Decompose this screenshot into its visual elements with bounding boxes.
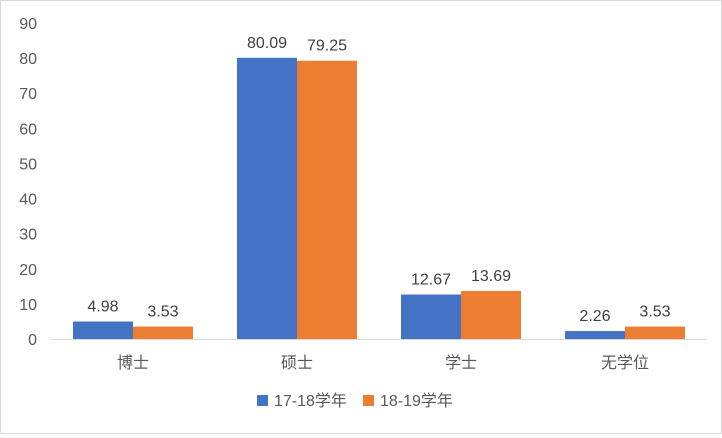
y-tick-label: 10 — [19, 297, 37, 314]
bar-series1 — [565, 331, 625, 339]
bar-series2 — [297, 60, 357, 339]
y-tick-label: 70 — [19, 86, 37, 103]
bar-series — [73, 57, 685, 340]
x-category-label: 博士 — [117, 354, 149, 372]
data-labels: 4.98 3.53 80.09 79.25 12.67 13.69 2.26 3.53 — [87, 35, 670, 325]
y-tick-label: 90 — [19, 16, 37, 33]
bar-value-label: 80.09 — [247, 35, 287, 52]
bar-value-label: 4.98 — [87, 299, 118, 316]
x-category-label: 学士 — [445, 354, 477, 372]
legend-swatch — [363, 395, 374, 406]
bar-series1 — [73, 321, 133, 339]
y-tick-label: 30 — [19, 227, 37, 244]
bar-series2 — [625, 326, 685, 339]
bar-series1 — [237, 57, 297, 340]
legend-label: 18-19学年 — [380, 392, 453, 410]
y-tick-label: 0 — [28, 332, 37, 349]
y-tick-label: 20 — [19, 262, 37, 279]
legend-swatch — [257, 395, 268, 406]
x-axis-categories: 博士 硕士 学士 无学位 — [117, 354, 649, 372]
bar-value-label: 3.53 — [639, 304, 670, 321]
bar-value-label: 12.67 — [411, 272, 451, 289]
bar-series2 — [133, 326, 193, 339]
y-axis-ticks: 0 10 20 30 40 50 60 70 80 90 — [19, 16, 37, 349]
legend: 17-18学年 18-19学年 — [257, 392, 453, 410]
bar-value-label: 2.26 — [579, 308, 610, 325]
y-tick-label: 60 — [19, 121, 37, 138]
y-tick-label: 50 — [19, 156, 37, 173]
legend-label: 17-18学年 — [274, 392, 347, 410]
bar-series1 — [401, 294, 461, 339]
bar-series2 — [461, 290, 521, 339]
x-category-label: 无学位 — [601, 354, 649, 372]
bar-value-label: 13.69 — [471, 268, 511, 285]
x-category-label: 硕士 — [281, 354, 313, 372]
bar-value-label: 3.53 — [147, 304, 178, 321]
y-tick-label: 40 — [19, 192, 37, 209]
y-tick-label: 80 — [19, 51, 37, 68]
bar-value-label: 79.25 — [307, 38, 347, 55]
